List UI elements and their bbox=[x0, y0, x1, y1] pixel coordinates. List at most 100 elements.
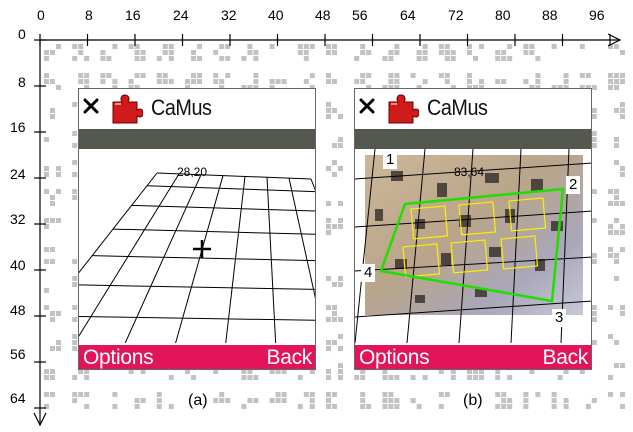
marker-cell bbox=[185, 369, 190, 374]
camera-viewport[interactable]: 28,20 bbox=[79, 149, 315, 343]
marker-cell bbox=[467, 50, 472, 55]
marker-cell bbox=[128, 369, 134, 374]
marker-cell bbox=[56, 340, 61, 345]
marker-cell bbox=[422, 44, 428, 49]
marker-cell bbox=[156, 398, 162, 403]
marker-cell bbox=[241, 375, 247, 380]
marker-cell bbox=[269, 44, 275, 49]
marker-cell bbox=[326, 340, 331, 345]
marker-cell bbox=[332, 340, 337, 345]
marker-cell bbox=[614, 160, 619, 165]
marker-cell bbox=[620, 247, 625, 252]
marker-cell bbox=[326, 317, 331, 322]
marker-cell bbox=[438, 50, 444, 55]
marker-cell bbox=[309, 369, 315, 374]
camera-viewport[interactable]: 1 2 3 4 83,64 bbox=[355, 149, 591, 343]
marker-cell bbox=[241, 56, 247, 61]
marker-cell bbox=[608, 224, 613, 229]
marker-cell bbox=[78, 50, 84, 55]
marker-cell bbox=[495, 392, 501, 397]
marker-cell bbox=[56, 172, 61, 177]
marker-cell bbox=[591, 85, 597, 90]
grid-line bbox=[156, 172, 312, 180]
marker-cell bbox=[332, 50, 337, 55]
marker-cell bbox=[354, 56, 360, 61]
marker-cell bbox=[44, 189, 49, 194]
options-softkey[interactable]: Options bbox=[83, 346, 154, 369]
marker-cell bbox=[557, 85, 563, 90]
marker-cell bbox=[438, 73, 444, 78]
marker-cell bbox=[72, 102, 78, 107]
options-softkey[interactable]: Options bbox=[359, 346, 430, 369]
marker-cell bbox=[281, 398, 287, 403]
marker-cell bbox=[422, 56, 428, 61]
marker-cell bbox=[106, 73, 112, 78]
marker-cell bbox=[495, 375, 501, 380]
marker-cell bbox=[332, 172, 337, 177]
marker-cell-outline bbox=[508, 197, 547, 232]
marker-cell bbox=[495, 79, 501, 84]
marker-cell bbox=[56, 311, 61, 316]
marker-cell bbox=[50, 259, 55, 264]
marker-cell bbox=[366, 404, 372, 409]
marker-cell bbox=[394, 375, 400, 380]
marker-cell bbox=[410, 73, 416, 78]
marker-cell bbox=[354, 375, 360, 380]
marker-cell bbox=[591, 218, 597, 223]
marker-cell bbox=[382, 85, 388, 90]
marker-cell bbox=[44, 392, 49, 397]
marker-cell bbox=[535, 79, 541, 84]
marker-cell bbox=[297, 44, 303, 49]
marker-cell-outline bbox=[410, 205, 449, 240]
y-axis-tick-label: 40 bbox=[10, 257, 26, 273]
marker-cell bbox=[591, 305, 597, 310]
marker-cell bbox=[332, 317, 337, 322]
marker-cell bbox=[50, 201, 55, 206]
back-softkey[interactable]: Back bbox=[266, 346, 313, 369]
marker-outline bbox=[379, 187, 565, 303]
camera-image-detail bbox=[531, 179, 543, 191]
marker-cell bbox=[213, 398, 219, 403]
camera-image-detail bbox=[475, 289, 487, 297]
grid-line bbox=[79, 315, 315, 321]
marker-cell bbox=[614, 230, 619, 235]
marker-cell bbox=[72, 282, 78, 287]
marker-cell bbox=[44, 218, 49, 223]
marker-cell bbox=[197, 44, 202, 49]
marker-cell bbox=[388, 56, 394, 61]
marker-cell bbox=[360, 79, 366, 84]
back-softkey[interactable]: Back bbox=[542, 346, 589, 369]
marker-cell bbox=[388, 50, 394, 55]
marker-cell bbox=[332, 108, 337, 113]
marker-cell bbox=[495, 56, 501, 61]
marker-cell bbox=[608, 247, 613, 252]
close-icon[interactable] bbox=[83, 98, 99, 114]
marker-cell bbox=[134, 85, 140, 90]
marker-cell bbox=[112, 79, 118, 84]
marker-cell bbox=[269, 85, 275, 90]
marker-cell bbox=[269, 79, 275, 84]
marker-cell bbox=[591, 317, 597, 322]
grid-line bbox=[355, 162, 591, 180]
marker-cell bbox=[394, 398, 400, 403]
marker-cell bbox=[162, 44, 168, 49]
marker-cell bbox=[219, 392, 225, 397]
x-axis-tick-label: 8 bbox=[85, 7, 93, 23]
marker-cell bbox=[360, 50, 366, 55]
marker-cell bbox=[394, 85, 400, 90]
marker-cell bbox=[608, 230, 613, 235]
marker-cell bbox=[247, 44, 253, 49]
marker-cell bbox=[450, 369, 456, 374]
marker-cell bbox=[507, 398, 513, 403]
marker-cell bbox=[332, 79, 337, 84]
close-icon[interactable] bbox=[359, 98, 375, 114]
title-separator-bar bbox=[355, 129, 591, 149]
marker-cell bbox=[467, 375, 472, 380]
marker-cell bbox=[84, 375, 90, 380]
marker-cell bbox=[422, 375, 428, 380]
marker-cell bbox=[84, 79, 90, 84]
marker-cell bbox=[253, 73, 259, 78]
marker-cell bbox=[394, 50, 400, 55]
marker-cell bbox=[551, 404, 557, 409]
marker-cell bbox=[479, 85, 484, 90]
